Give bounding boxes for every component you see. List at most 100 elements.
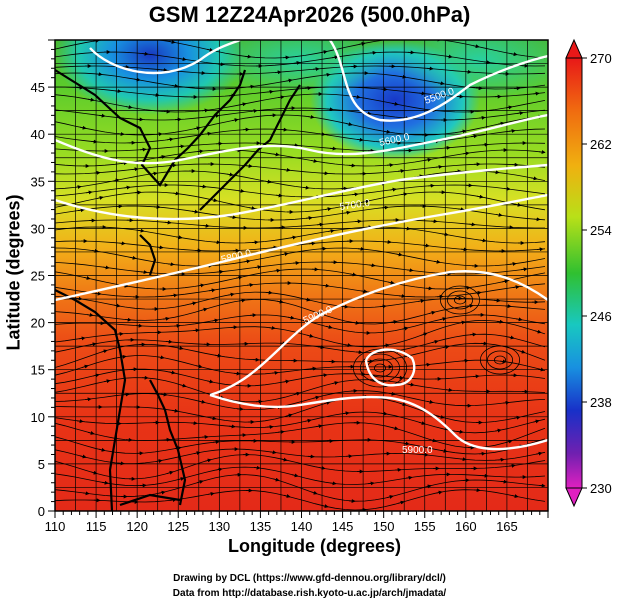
wind-arrow: [383, 129, 391, 134]
wind-arrow: [315, 424, 323, 429]
wind-arrow: [473, 488, 481, 493]
wind-arrow: [101, 480, 109, 485]
wind-arrow: [304, 418, 312, 423]
colorbar-tick-label: 238: [590, 395, 612, 410]
streamline: [55, 107, 546, 121]
wind-arrow: [167, 262, 175, 267]
wind-arrow: [426, 399, 434, 404]
wind-arrow: [137, 228, 145, 233]
wind-arrow: [437, 81, 445, 86]
wind-arrow: [282, 379, 290, 384]
wind-arrow: [512, 285, 520, 290]
wind-arrow: [102, 265, 110, 270]
wind-arrow: [530, 176, 538, 181]
wind-arrow: [358, 41, 366, 46]
wind-arrow: [266, 424, 274, 429]
wind-arrow: [198, 399, 206, 404]
wind-arrow: [209, 416, 217, 421]
wind-arrow: [406, 268, 414, 273]
y-tick-label: 20: [31, 316, 45, 331]
colorbar-tick-label: 254: [590, 223, 612, 238]
wind-arrow: [266, 89, 274, 94]
wind-arrow: [79, 454, 87, 459]
wind-arrow: [326, 107, 334, 112]
wind-arrow: [508, 463, 516, 468]
streamline: [486, 350, 513, 370]
wind-arrow: [390, 319, 398, 324]
streamline: [446, 290, 473, 310]
wind-arrow: [532, 91, 540, 96]
wind-arrow: [164, 220, 172, 225]
wind-arrow: [324, 207, 332, 212]
streamline: [55, 247, 546, 267]
wind-arrow: [78, 336, 86, 341]
wind-arrow: [270, 245, 278, 250]
x-tick-label: 130: [208, 519, 230, 534]
wind-arrow: [532, 419, 540, 424]
streamline: [55, 219, 545, 229]
wind-arrow: [98, 113, 106, 118]
y-tick-label: 25: [31, 269, 45, 284]
wind-arrow: [122, 392, 130, 397]
wind-arrow: [248, 206, 256, 211]
wind-arrow: [173, 323, 181, 328]
x-tick-label: 155: [414, 519, 436, 534]
colorbar-min-arrow: [565, 487, 583, 508]
wind-arrow: [435, 164, 443, 169]
wind-arrow: [118, 241, 126, 246]
wind-arrow: [160, 392, 168, 397]
wind-arrow: [360, 289, 368, 294]
wind-arrow: [459, 457, 467, 462]
wind-arrow: [272, 152, 280, 157]
wind-arrow: [331, 381, 339, 385]
wind-arrow: [329, 146, 337, 151]
wind-arrow: [283, 167, 291, 172]
wind-arrow: [289, 235, 297, 240]
wind-arrow: [516, 111, 524, 116]
wind-arrow: [306, 333, 314, 338]
wind-arrow: [483, 60, 491, 65]
y-tick-label: 10: [31, 410, 45, 425]
streamline: [373, 363, 386, 373]
x-tick-label: 110: [45, 519, 66, 534]
wind-arrow: [497, 121, 505, 126]
wind-arrow: [307, 114, 315, 119]
wind-arrow: [89, 342, 97, 347]
wind-arrow: [418, 421, 426, 425]
wind-arrow: [323, 401, 331, 405]
wind-arrow: [433, 259, 441, 264]
wind-arrow: [397, 500, 405, 505]
wind-arrow: [459, 129, 467, 134]
wind-arrow: [323, 72, 331, 77]
wind-arrow: [495, 212, 503, 217]
streamline: [55, 454, 546, 480]
wind-arrow: [253, 465, 261, 470]
streamline: [55, 142, 546, 152]
wind-arrow: [254, 265, 262, 270]
wind-arrow: [79, 125, 87, 130]
wind-arrow: [291, 473, 299, 478]
colorbar-tick-label: 230: [590, 481, 612, 496]
x-tick-label: 120: [126, 519, 148, 534]
wind-arrow: [356, 137, 364, 142]
wind-arrow: [538, 150, 546, 155]
wind-arrow: [112, 178, 120, 183]
wind-arrow: [515, 317, 523, 322]
streamline: [55, 170, 546, 190]
wind-arrow: [95, 72, 103, 77]
wind-arrow: [468, 222, 476, 227]
wind-arrow: [76, 419, 84, 424]
wind-arrow: [287, 315, 295, 320]
wind-arrow: [216, 269, 224, 274]
wind-arrow: [293, 60, 301, 65]
wind-arrow: [391, 426, 399, 431]
x-axis-label: Longitude (degrees): [227, 536, 401, 556]
x-tick-label: 125: [167, 519, 189, 534]
colorbar-tick-label: 262: [590, 137, 612, 152]
y-axis-ticks: 0 5 10 15 20 25 30 35 40 45: [31, 39, 55, 519]
wind-arrow: [139, 147, 147, 152]
wind-arrow: [129, 255, 137, 260]
wind-arrow: [520, 267, 528, 272]
wind-arrow: [362, 199, 370, 204]
wind-arrow: [140, 270, 148, 275]
